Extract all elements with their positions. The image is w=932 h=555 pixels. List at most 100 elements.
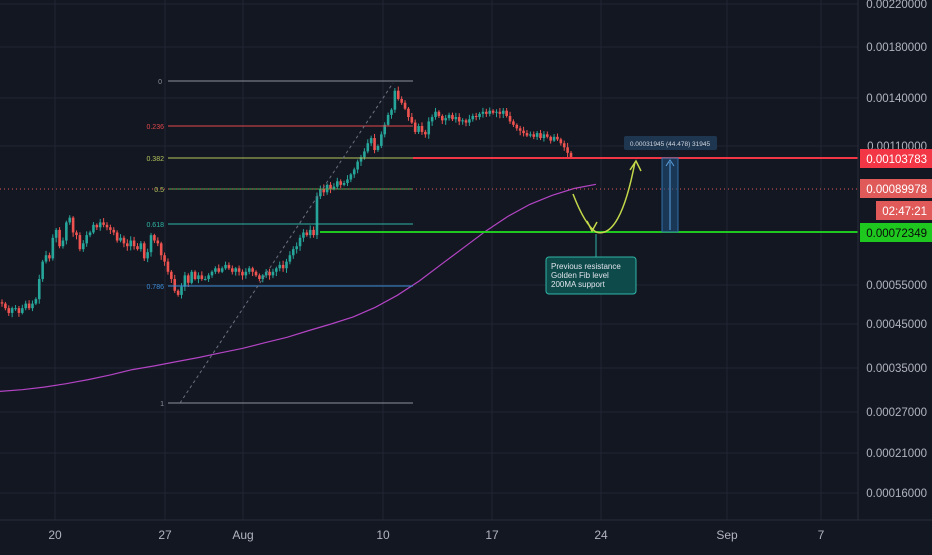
candle-body bbox=[112, 229, 116, 233]
measure-tool[interactable]: 0.00031945 (44.478) 31945 bbox=[624, 136, 717, 233]
candle-body bbox=[356, 161, 359, 170]
projection-arrow-head-up bbox=[629, 159, 642, 172]
candle-body bbox=[88, 232, 92, 236]
candle-body bbox=[447, 114, 451, 119]
candle-body bbox=[231, 268, 234, 272]
candle-body bbox=[501, 110, 505, 114]
candle-body bbox=[471, 115, 475, 120]
candle-body bbox=[217, 268, 221, 272]
candle-body bbox=[420, 125, 424, 132]
candle-body bbox=[180, 286, 183, 295]
y-tick: 0.00027000 bbox=[866, 407, 927, 419]
candle-body bbox=[498, 111, 502, 114]
candle-body bbox=[278, 264, 282, 269]
candle-body bbox=[518, 128, 522, 131]
fib-label-05: 0.5 bbox=[154, 187, 164, 194]
candle-body bbox=[569, 152, 573, 158]
candle-body bbox=[190, 271, 193, 283]
candle-body bbox=[532, 134, 536, 137]
candle-body bbox=[545, 134, 549, 137]
candle-body bbox=[410, 117, 414, 123]
candle-body bbox=[153, 235, 156, 241]
candle-body bbox=[488, 110, 492, 114]
candle-body bbox=[146, 252, 149, 259]
candle-body bbox=[322, 188, 326, 193]
candle-body bbox=[380, 134, 383, 146]
candle-body bbox=[200, 275, 204, 280]
candle-body bbox=[542, 134, 546, 139]
candle-body bbox=[214, 268, 217, 272]
fib-label-0618: 0.618 bbox=[146, 222, 164, 229]
candle-body bbox=[258, 275, 261, 280]
candle-body bbox=[98, 222, 102, 228]
candle-body bbox=[505, 110, 508, 116]
time-axis[interactable]: 20 27 Aug 10 17 24 Sep 7 bbox=[0, 519, 932, 542]
y-tick: 0.00016000 bbox=[866, 488, 927, 500]
candle-body bbox=[21, 308, 24, 313]
candle-body bbox=[454, 117, 458, 120]
support-price-label: 0.00072349 bbox=[866, 228, 927, 240]
candle-body bbox=[336, 181, 339, 187]
candle-body bbox=[271, 271, 275, 276]
candle-body bbox=[176, 290, 180, 295]
callout-line-2: Golden Fib level bbox=[551, 271, 609, 280]
candle-body bbox=[92, 224, 95, 233]
candle-body bbox=[417, 125, 420, 132]
fib-retracement[interactable]: 0 0.236 0.382 0.5 0.618 0.786 1 bbox=[146, 79, 413, 408]
y-tick: 0.00180000 bbox=[866, 42, 927, 54]
candle-body bbox=[386, 114, 390, 125]
y-tick: 0.00220000 bbox=[866, 0, 927, 11]
candle-body bbox=[251, 268, 254, 272]
candle-body bbox=[149, 235, 153, 253]
candle-body bbox=[332, 186, 336, 189]
x-tick: 27 bbox=[158, 528, 172, 542]
candle-body bbox=[170, 271, 173, 280]
candle-body bbox=[329, 184, 332, 189]
candle-body bbox=[17, 308, 21, 313]
fib-label-0382: 0.382 bbox=[146, 156, 164, 163]
candle-body bbox=[95, 224, 99, 228]
candle-body bbox=[413, 122, 417, 132]
candle-body bbox=[393, 90, 397, 110]
candle-body bbox=[10, 308, 14, 313]
candle-body bbox=[119, 237, 122, 241]
candle-body bbox=[210, 271, 214, 276]
x-tick: 20 bbox=[48, 528, 62, 542]
candle-body bbox=[122, 237, 126, 244]
projection-arrow[interactable] bbox=[572, 159, 642, 234]
fib-label-0786: 0.786 bbox=[146, 284, 164, 291]
measure-label: 0.00031945 (44.478) 31945 bbox=[630, 141, 711, 148]
candle-body bbox=[186, 275, 190, 283]
x-tick: Sep bbox=[716, 528, 738, 542]
candle-body bbox=[58, 229, 61, 247]
candle-body bbox=[346, 179, 349, 184]
measure-label-box bbox=[624, 136, 717, 150]
grid bbox=[0, 0, 858, 520]
candle-body bbox=[247, 268, 251, 272]
candle-body bbox=[529, 134, 532, 136]
candle-body bbox=[68, 217, 72, 223]
y-tick: 0.00021000 bbox=[866, 448, 927, 460]
candle-body bbox=[312, 229, 315, 236]
candle-body bbox=[549, 136, 552, 141]
candle-body bbox=[207, 275, 210, 280]
callout[interactable]: Previous resistance Golden Fib level 200… bbox=[545, 234, 637, 295]
candle-body bbox=[512, 121, 515, 125]
price-axis[interactable]: 0.00220000 0.00180000 0.00140000 0.00110… bbox=[857, 0, 932, 520]
candle-body bbox=[376, 145, 380, 151]
candle-body bbox=[366, 143, 370, 152]
candle-body bbox=[424, 131, 427, 135]
candle-body bbox=[37, 279, 41, 300]
x-tick: Aug bbox=[232, 528, 253, 542]
countdown-label: 02:47:21 bbox=[882, 206, 927, 218]
x-tick: 7 bbox=[818, 528, 825, 542]
candle-body bbox=[227, 264, 231, 269]
candle-body bbox=[44, 255, 48, 262]
candle-body bbox=[264, 271, 268, 276]
candle-body bbox=[75, 232, 78, 236]
candle-body bbox=[237, 268, 241, 272]
candle-body bbox=[359, 157, 363, 162]
resistance-price-tag bbox=[860, 149, 932, 168]
